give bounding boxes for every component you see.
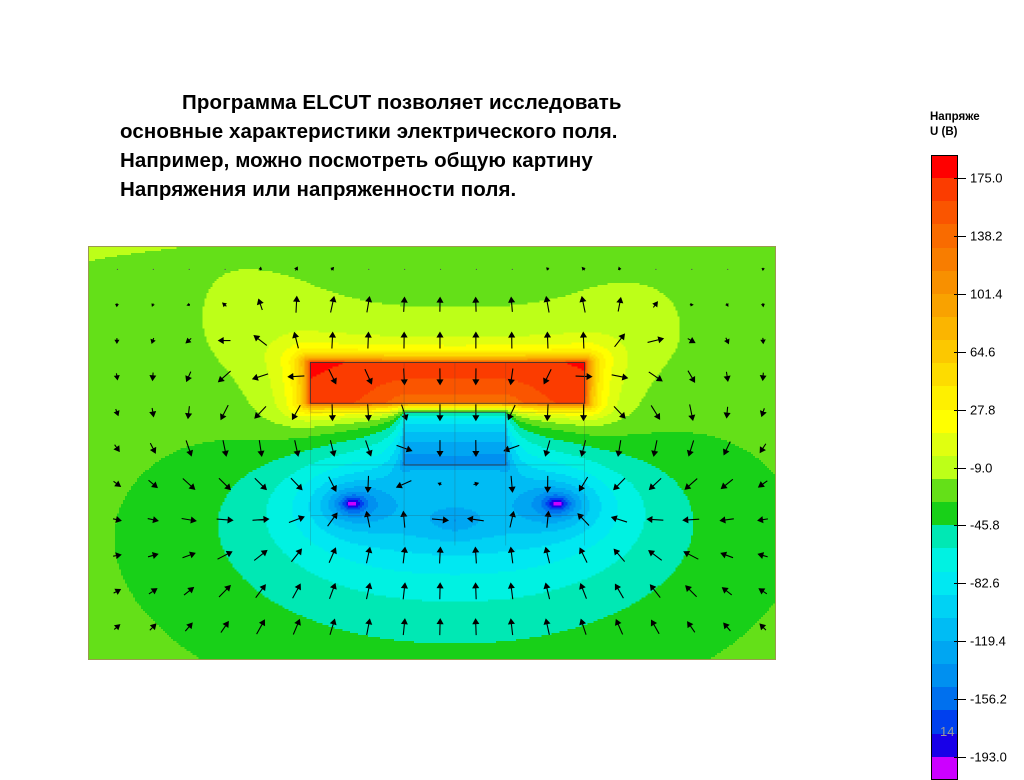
contour-band-region [89,247,775,659]
construction-grid [310,362,585,546]
colorbar-tick-label: -9.0 [970,460,993,475]
contour-band-region [334,453,576,522]
title-line-2: основные характеристики электрического п… [120,120,618,143]
colorbar-tick-label: -156.2 [970,691,1007,707]
colorbar-band [931,316,958,341]
colorbar-band [931,502,958,526]
colorbar-tick-label: -82.6 [970,575,1000,591]
contour-band-region [320,432,590,542]
colorbar-band [931,548,958,572]
colorbar-tick-mark [954,525,966,527]
contour-band-region [310,362,586,405]
conductor-outline [403,411,507,466]
contour-plot-svg [89,247,775,659]
colorbar-tick-label: 175.0 [970,170,1003,186]
contour-band-region [218,412,694,644]
contour-band-region [114,412,775,659]
legend-title-line2: U (В) [930,126,958,138]
contour-band-region [264,330,628,423]
colorbar-tick-label: 64.6 [970,344,996,360]
colorbar-band [931,224,958,248]
colorbar-band [931,155,958,179]
colorbar-band [931,478,958,503]
colorbar-tick-mark [954,467,966,469]
colorbar-band [931,432,958,456]
colorbar-band [931,340,958,364]
colorbar-tick-label: 27.8 [970,402,996,418]
colorbar-gradient [931,155,958,780]
colorbar-band [931,640,958,665]
colorbar-band [931,687,958,711]
electrode-outline [309,362,585,404]
contour-band-region [292,418,618,576]
colorbar-tick-mark [954,583,966,585]
colorbar-tick-mark [954,756,966,758]
colorbar-band [931,201,958,225]
colorbar-band [931,293,958,317]
colorbar-tick-label: -45.8 [970,517,1000,533]
colorbar-tick-mark [954,698,966,700]
colorbar-tick-mark [954,351,966,353]
colorbar-band [931,247,958,271]
colorbar-tick-mark [954,236,966,238]
colorbar-tick-label: 101.4 [970,286,1003,302]
contour-band-region [89,247,680,429]
colorbar-band [931,756,958,780]
colorbar-tick-mark [954,641,966,643]
contour-band-region [310,362,586,379]
colorbar-tick-mark [954,409,966,411]
colorbar-tick-mark [954,178,966,180]
contour-band-region [308,360,588,405]
colorbar-band [931,270,958,294]
colorbar-band [931,710,958,734]
colorbar-band [931,178,958,202]
mesh-lines [309,362,585,546]
colorbar-tick-label: 138.2 [970,228,1003,244]
page-number: 14 [940,724,955,739]
colorbar-band [931,525,958,549]
colorbar-band [931,571,958,595]
contour-bands [89,247,775,659]
colorbar-tick-mark [954,293,966,295]
colorbar-band [931,594,958,618]
colorbar-band [931,733,958,757]
contour-plot [88,246,776,660]
title-line-1: Программа ELCUT позволяет исследовать [182,91,622,114]
colorbar-legend: Напряже U (В) 175.0 138.2 101.4 64.6 27.8 -9.0… [928,110,1024,780]
page-title: Программа ELCUT позволяет исследовать ос… [120,88,780,204]
field-arrow [112,266,769,636]
colorbar-band [931,386,958,410]
colorbar-band [931,409,958,433]
title-line-4: Напряжения или напряженности поля. [120,178,517,201]
legend-title-line1: Напряже [930,111,980,123]
colorbar-band [931,455,958,479]
legend-title: Напряже U (В) [930,110,980,140]
colorbar-band [931,664,958,688]
colorbar-band [931,363,958,387]
colorbar-tick-label: -193.0 [970,749,1007,765]
colorbar-tick-label: -119.4 [970,633,1006,649]
contour-band-region [308,360,586,405]
colorbar-band [931,617,958,641]
title-line-3: Например, можно посмотреть общую картину [120,149,593,172]
contour-band-region [328,442,582,532]
field-arrows [112,266,769,636]
